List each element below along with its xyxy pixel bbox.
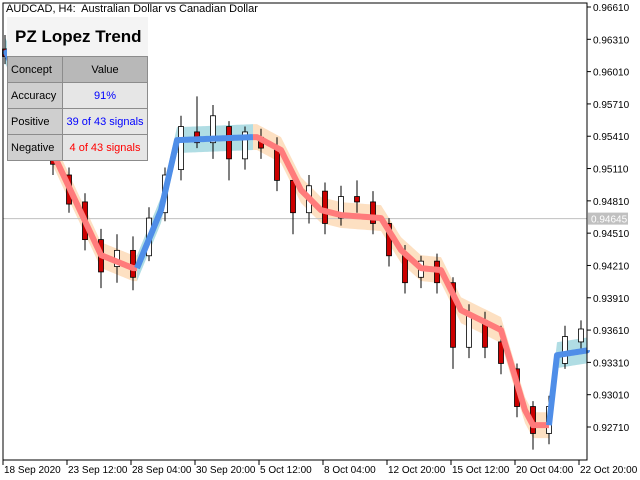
bull-candle: [466, 314, 472, 348]
up-trend-line: [134, 134, 254, 270]
value-cell: 39 of 43 signals: [62, 108, 148, 135]
bull-candle: [210, 115, 216, 144]
bull-candle: [242, 131, 248, 160]
bear-candle: [226, 126, 232, 160]
symbol-title: AUDCAD, H4: Australian Dollar vs Canadia…: [6, 3, 258, 15]
table-row: Positive 39 of 43 signals: [7, 108, 148, 135]
x-axis: 18 Sep 2020 23 Sep 12:00 28 Sep 04:00 30 Se…: [2, 460, 638, 476]
y-tick-label: 0.93310: [593, 358, 630, 369]
current-price-label-bg: [588, 212, 628, 225]
down-trend-band: [253, 124, 549, 439]
bear-candle: [354, 196, 360, 203]
bear-candle: [290, 179, 296, 214]
table-row: Negative 4 of 43 signals: [7, 134, 148, 161]
bear-candle: [370, 201, 376, 224]
y-tick-label: 0.93910: [593, 294, 630, 305]
y-tick-label: 0.96610: [593, 3, 630, 14]
x-tick-label: 22 Oct 20:00: [580, 465, 638, 476]
bull-candle: [578, 328, 584, 343]
y-tick-label: 0.95110: [593, 165, 629, 176]
stats-table: Concept Value Accuracy 91% Positive 39 o…: [7, 56, 148, 161]
y-tick-label: 0.94210: [593, 261, 630, 272]
down-trend-line: [50, 151, 138, 272]
x-tick-label: 12 Oct 20:00: [388, 465, 446, 476]
bull-candle: [178, 126, 184, 171]
concept-cell: Positive: [7, 108, 63, 135]
y-tick-label: 0.94810: [593, 197, 630, 208]
y-tick-label: 0.95710: [593, 100, 630, 111]
y-tick-label: 0.96010: [593, 68, 630, 79]
up-trend-line: [546, 347, 590, 426]
panel-title: PZ Lopez Trend: [7, 17, 148, 56]
concept-cell: Negative: [7, 134, 63, 161]
y-axis: 0.96610 0.96310 0.96010 0.95710 0.95410 0.951…: [587, 3, 630, 434]
y-tick-label: 0.94510: [593, 229, 630, 240]
x-tick-label: 15 Oct 12:00: [452, 465, 510, 476]
bull-candle: [562, 336, 568, 364]
stats-panel: PZ Lopez Trend Concept Value Accuracy 91…: [7, 17, 148, 161]
x-tick-label: 5 Oct 12:00: [260, 465, 312, 476]
y-tick-label: 0.96310: [593, 35, 630, 46]
bear-candle: [450, 282, 456, 348]
bear-candle: [402, 255, 408, 284]
column-header-concept: Concept: [7, 56, 63, 83]
bull-candle: [338, 196, 344, 219]
concept-cell: Accuracy: [7, 82, 63, 109]
table-header: Concept Value: [7, 56, 148, 83]
y-tick-label: 0.93610: [593, 326, 630, 337]
bear-candle: [322, 190, 328, 224]
bear-candle: [274, 147, 280, 181]
y-tick-label: 0.93010: [593, 391, 630, 402]
table-row: Accuracy 91%: [7, 82, 148, 109]
value-cell: 91%: [62, 82, 148, 109]
down-trend-line: [252, 134, 550, 429]
x-tick-label: 20 Oct 04:00: [516, 465, 574, 476]
y-tick-label: 0.92710: [593, 423, 630, 434]
current-price-label: 0.94645: [591, 215, 628, 226]
column-header-value: Value: [62, 56, 148, 83]
x-tick-label: 28 Sep 04:00: [132, 465, 192, 476]
bear-candle: [130, 249, 136, 278]
x-tick-label: 23 Sep 12:00: [68, 465, 128, 476]
value-cell: 4 of 43 signals: [62, 134, 148, 161]
up-trend-band: [137, 124, 253, 282]
down-trend-band: [53, 139, 137, 282]
plot-border: [2, 2, 588, 461]
x-tick-label: 30 Sep 20:00: [196, 465, 256, 476]
x-tick-label: 8 Oct 04:00: [324, 465, 376, 476]
y-tick-label: 0.95410: [593, 132, 630, 143]
bear-candle: [498, 341, 504, 364]
x-tick-label: 18 Sep 2020: [4, 465, 61, 476]
